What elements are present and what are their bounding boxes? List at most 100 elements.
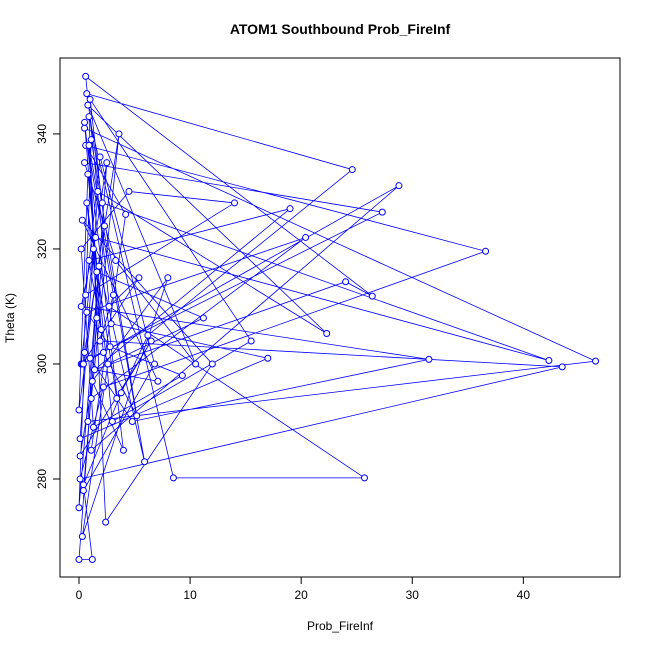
point (81, 118, 89, 126)
x-tick-label: 10 (183, 588, 197, 602)
point (125, 187, 133, 195)
point (76, 452, 84, 460)
point (89, 245, 97, 253)
point (107, 320, 115, 328)
point (482, 247, 490, 255)
point (231, 199, 239, 207)
point (78, 216, 86, 224)
point (79, 487, 87, 494)
point (133, 412, 141, 420)
point (85, 141, 93, 149)
point (264, 354, 272, 362)
point (102, 518, 110, 526)
point (91, 366, 99, 374)
point (86, 354, 94, 362)
point (82, 72, 90, 80)
point (360, 474, 368, 482)
point (94, 187, 102, 195)
point (592, 357, 600, 365)
point (141, 458, 149, 466)
y-tick-label: 320 (35, 239, 49, 259)
point (178, 371, 186, 379)
point (87, 136, 95, 144)
point (106, 343, 114, 351)
point (99, 383, 107, 391)
point (77, 245, 85, 253)
point (103, 159, 111, 167)
y-axis-label: Theta (K) (3, 293, 17, 343)
point (75, 504, 83, 512)
point (83, 199, 91, 207)
point (79, 481, 87, 489)
point (302, 233, 310, 241)
point (108, 417, 116, 425)
series-line (78, 75, 598, 560)
x-tick-label: 20 (294, 588, 308, 602)
point (75, 556, 83, 564)
x-axis-label: Prob_FireInf (307, 619, 374, 633)
y-tick-label: 300 (35, 354, 49, 374)
plot-frame (59, 57, 621, 578)
point (81, 159, 89, 167)
point (96, 153, 104, 161)
point (87, 446, 95, 454)
point (558, 363, 566, 371)
point (545, 357, 553, 365)
point (76, 435, 84, 443)
point (79, 360, 87, 368)
point (81, 348, 89, 356)
point (169, 474, 177, 482)
x-tick-label: 40 (517, 588, 531, 602)
point (92, 233, 100, 241)
point (144, 331, 152, 339)
point (135, 274, 143, 282)
point (95, 262, 103, 270)
x-tick-label: 0 (76, 588, 83, 602)
point (104, 360, 112, 368)
point (99, 348, 107, 356)
point (85, 256, 93, 264)
point (115, 130, 123, 138)
point (147, 337, 155, 345)
x-tick-label: 30 (406, 588, 420, 602)
point (76, 475, 84, 483)
point (109, 291, 117, 299)
point (77, 302, 85, 310)
point (348, 166, 356, 174)
y-tick-label: 280 (35, 469, 49, 489)
point (112, 256, 120, 264)
point (105, 302, 113, 310)
point (81, 124, 89, 132)
point (247, 337, 255, 345)
point (395, 182, 403, 190)
point (88, 556, 96, 564)
point (93, 268, 101, 276)
point (84, 170, 92, 178)
point (75, 406, 83, 414)
point (154, 377, 162, 385)
point (323, 329, 331, 337)
point (101, 222, 109, 230)
point (199, 314, 207, 322)
point (82, 291, 90, 299)
point (89, 423, 97, 431)
point (192, 360, 200, 368)
point (97, 325, 105, 333)
point (83, 308, 91, 316)
point (78, 533, 86, 541)
point (84, 417, 92, 425)
point (85, 113, 93, 121)
point (122, 210, 130, 218)
point (96, 337, 104, 345)
point (425, 355, 433, 363)
point (208, 360, 216, 368)
point (98, 199, 106, 207)
point (93, 314, 101, 322)
point (286, 205, 294, 213)
point (86, 95, 94, 103)
point (117, 389, 125, 397)
point (113, 394, 121, 402)
point (84, 101, 92, 109)
chart-title: ATOM1 Southbound Prob_FireInf (230, 21, 451, 37)
